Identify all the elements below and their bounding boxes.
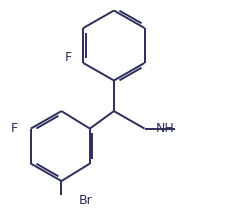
Text: Br: Br [78, 194, 92, 207]
Text: F: F [11, 122, 18, 135]
Text: F: F [65, 51, 72, 64]
Text: NH: NH [155, 122, 173, 135]
